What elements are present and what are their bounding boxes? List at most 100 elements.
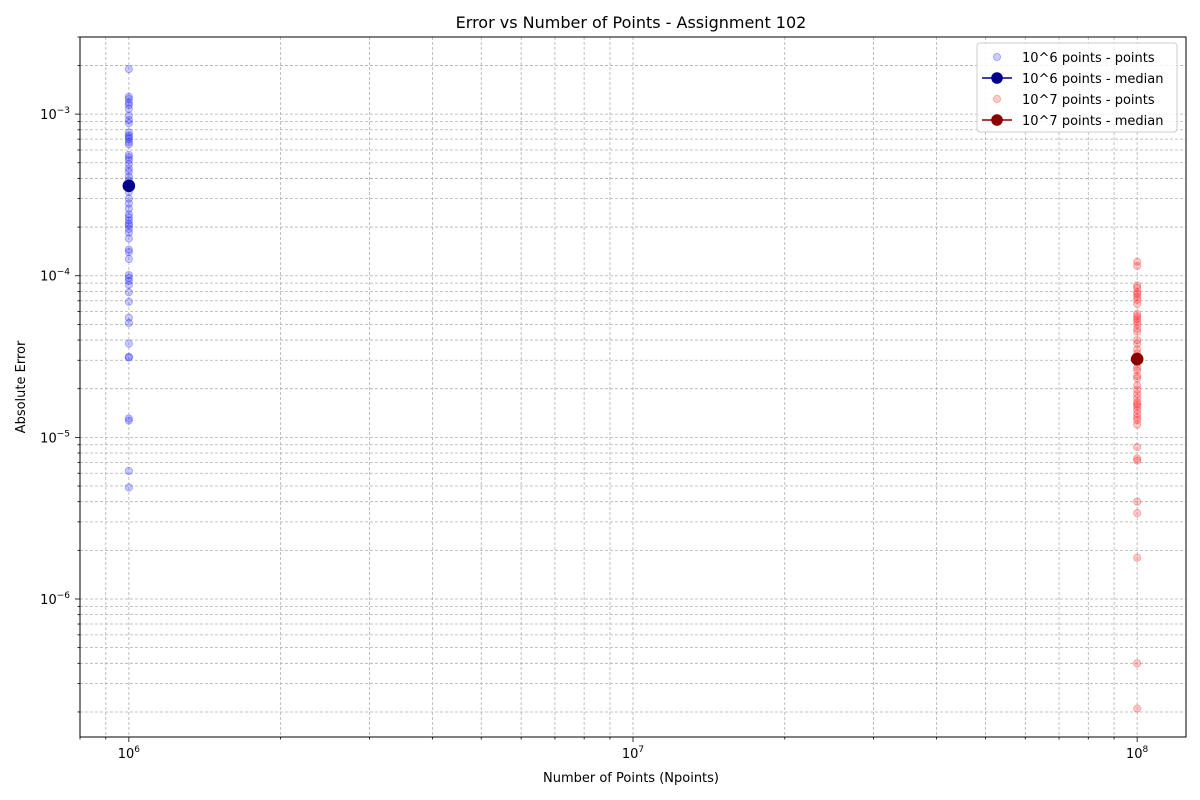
x-tick-label: 108 — [1126, 745, 1149, 762]
series-3 — [1130, 352, 1144, 366]
data-point — [124, 131, 133, 140]
legend-label: 10^7 points - points — [1022, 93, 1155, 108]
legend-marker — [992, 52, 1002, 62]
data-point — [124, 210, 133, 219]
data-point — [124, 150, 133, 159]
x-tick-label: 107 — [622, 745, 644, 762]
data-point — [124, 204, 133, 213]
data-point — [124, 64, 133, 74]
data-point — [1133, 415, 1142, 425]
data-point — [1133, 508, 1142, 518]
data-point — [1133, 281, 1142, 290]
legend-label: 10^6 points - points — [1022, 51, 1155, 66]
data-point — [1133, 443, 1142, 452]
data-point — [1133, 324, 1142, 333]
data-point — [1133, 309, 1142, 319]
data-point — [124, 155, 133, 165]
data-point — [124, 118, 133, 128]
data-point — [1133, 339, 1142, 348]
data-point — [1133, 295, 1142, 304]
data-point — [124, 339, 133, 348]
data-point — [1133, 454, 1142, 463]
data-point — [124, 228, 133, 237]
data-point — [1133, 402, 1142, 411]
data-point — [124, 199, 133, 208]
data-point — [1133, 374, 1142, 383]
legend-label: 10^6 points - median — [1022, 72, 1163, 87]
data-point — [1133, 288, 1142, 297]
data-point — [1133, 335, 1142, 345]
data-point — [124, 100, 133, 110]
data-point — [1133, 366, 1142, 375]
data-point — [1133, 292, 1142, 301]
data-point — [1133, 320, 1142, 329]
data-point — [1133, 390, 1142, 399]
legend-label: 10^7 points - median — [1022, 114, 1163, 129]
data-point — [124, 138, 133, 147]
data-point — [124, 270, 133, 280]
legend-item: 10^6 points - median — [982, 72, 1163, 87]
data-point — [124, 140, 133, 149]
data-point — [1133, 704, 1142, 713]
data-point — [1133, 289, 1142, 299]
y-axis-label: Absolute Error — [14, 340, 29, 433]
data-point — [124, 254, 133, 264]
legend-box — [976, 42, 1178, 133]
chart-title: Error vs Number of Points - Assignment 1… — [456, 13, 807, 32]
series-2 — [1133, 257, 1142, 713]
data-point — [124, 280, 133, 289]
data-point — [124, 224, 133, 233]
data-point — [1133, 314, 1142, 324]
data-point — [1133, 456, 1142, 465]
y-tick-label: 10−3 — [40, 106, 70, 123]
data-point — [124, 276, 133, 285]
data-point — [1133, 659, 1142, 668]
x-axis-label: Number of Points (Npoints) — [543, 771, 719, 786]
data-point — [124, 194, 133, 203]
data-point — [124, 416, 133, 425]
legend-item: 10^7 points - median — [982, 114, 1163, 129]
data-point — [124, 245, 133, 254]
data-point — [124, 219, 133, 228]
data-point — [1133, 312, 1142, 321]
data-point — [1133, 420, 1142, 429]
data-point — [1133, 385, 1142, 394]
data-point — [1133, 553, 1142, 562]
data-marks — [122, 64, 1144, 713]
data-point — [124, 352, 133, 361]
data-point — [1133, 327, 1142, 336]
data-point — [1133, 393, 1142, 403]
data-point — [124, 167, 133, 176]
data-point — [124, 133, 133, 142]
data-point — [124, 483, 133, 492]
legend-marker — [991, 114, 1003, 126]
data-point — [124, 288, 133, 297]
data-point — [1133, 405, 1142, 414]
series-1 — [122, 179, 136, 193]
data-point — [124, 92, 133, 101]
series-0 — [124, 64, 133, 492]
data-point — [1133, 497, 1142, 506]
data-point — [124, 273, 133, 282]
x-tick-label: 106 — [118, 745, 141, 762]
legend-item: 10^6 points - points — [992, 51, 1155, 66]
data-point — [124, 98, 133, 107]
data-point — [124, 94, 133, 104]
data-point — [124, 313, 133, 322]
data-point — [124, 353, 133, 362]
data-point — [124, 135, 133, 144]
legend-marker — [992, 94, 1002, 104]
data-point — [1133, 371, 1142, 381]
data-point — [1133, 413, 1142, 422]
data-point — [124, 104, 133, 113]
data-point — [124, 318, 133, 328]
data-point — [1133, 400, 1142, 409]
data-point — [124, 111, 133, 120]
legend: 10^6 points - points 10^6 points - median… — [976, 42, 1178, 133]
data-point — [1133, 257, 1142, 266]
data-point — [124, 221, 133, 230]
axis-ticks: 106 107 108 10−6 10−5 10−4 10−3 — [40, 36, 1149, 762]
median-point — [122, 179, 136, 193]
data-point — [124, 128, 133, 137]
